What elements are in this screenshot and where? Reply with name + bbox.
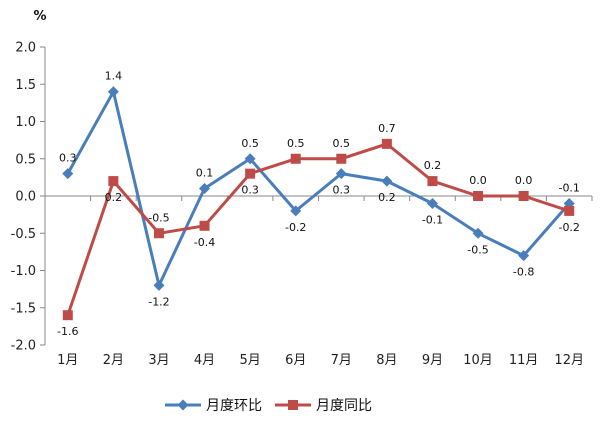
data-label: -0.2 (558, 221, 579, 234)
data-label: 0.5 (241, 137, 259, 150)
data-point (518, 250, 530, 262)
y-tick-label: -0.5 (11, 227, 36, 242)
data-point (107, 86, 119, 98)
data-point (62, 168, 74, 180)
data-point (427, 176, 438, 187)
data-label: -0.4 (194, 236, 215, 249)
data-label: 0.0 (515, 174, 533, 187)
series-line (66, 90, 571, 287)
data-point (336, 153, 347, 164)
data-label: 0.5 (333, 137, 351, 150)
data-point (290, 205, 302, 217)
data-label: -0.5 (148, 211, 169, 224)
y-axis-unit-label: % (33, 9, 46, 24)
data-point (62, 310, 73, 321)
data-point (518, 191, 529, 201)
x-axis: 1月 2月 3月 4月 5月 6月 7月 8月 9月 10月 11月 12月 (44, 195, 593, 368)
x-tick-label: 12月 (554, 353, 584, 368)
x-tick-label: 9月 (422, 353, 443, 368)
data-label: -0.1 (422, 213, 443, 226)
data-label: -1.2 (148, 295, 169, 308)
data-label: 0.2 (378, 191, 396, 204)
data-label: 0.3 (241, 184, 259, 197)
data-point (472, 227, 484, 239)
legend: 月度环比 月度同比 (165, 398, 372, 414)
data-point (473, 191, 484, 201)
data-point (199, 220, 210, 231)
x-tick-label: 3月 (148, 353, 169, 368)
legend-marker (177, 399, 189, 411)
y-tick-label: 1.0 (15, 115, 36, 130)
data-point (381, 175, 393, 187)
data-point (426, 197, 438, 209)
data-label: -0.8 (513, 266, 534, 279)
data-point (290, 153, 301, 164)
data-label: -0.2 (285, 221, 306, 234)
y-tick-label: -1.0 (11, 264, 36, 279)
data-label: 0.1 (196, 167, 214, 180)
y-tick-label: -2.0 (11, 339, 36, 354)
y-tick-label: -1.5 (11, 301, 36, 316)
data-point (245, 168, 256, 179)
data-point (335, 168, 347, 180)
data-label: -0.5 (467, 243, 488, 256)
data-label: -0.1 (558, 181, 579, 194)
x-tick-label: 2月 (103, 353, 124, 368)
y-tick-label: 0.0 (15, 190, 36, 205)
data-point (108, 176, 119, 187)
data-label: 0.2 (424, 159, 442, 172)
y-axis: 2.0 1.5 1.0 0.5 0.0 -0.5 -1.0 -1.5 -2.0 (11, 41, 46, 354)
data-label: 0.0 (469, 174, 487, 187)
x-tick-label: 1月 (57, 353, 78, 368)
x-tick-label: 4月 (194, 353, 215, 368)
x-tick-label: 6月 (285, 353, 306, 368)
x-tick-label: 10月 (463, 353, 493, 368)
data-label: 0.2 (105, 191, 123, 204)
data-point (153, 279, 165, 291)
data-label: 0.5 (287, 137, 305, 150)
data-label: 1.4 (105, 70, 123, 83)
data-label: 0.7 (378, 122, 396, 135)
x-tick-label: 5月 (239, 353, 260, 368)
legend-label: 月度同比 (316, 398, 372, 414)
data-point (381, 138, 392, 149)
x-tick-label: 8月 (376, 353, 397, 368)
series-line (66, 142, 570, 316)
data-point (153, 228, 164, 239)
data-point (199, 183, 211, 195)
y-tick-label: 1.5 (15, 78, 36, 93)
legend-marker (288, 400, 298, 410)
data-label: -1.6 (57, 325, 78, 338)
data-point (564, 205, 575, 216)
data-point (244, 153, 256, 165)
data-label: 0.3 (333, 184, 351, 197)
y-tick-label: 0.5 (15, 152, 36, 167)
x-tick-label: 7月 (331, 353, 352, 368)
plot-area: 0.3 1.4 -1.2 0.1 0.5 -0.2 0.3 0.2 -0.1 -0.5 -0.8 -0… (57, 70, 580, 339)
y-tick-label: 2.0 (15, 41, 36, 56)
legend-label: 月度环比 (206, 398, 262, 414)
data-label: 0.3 (59, 152, 77, 165)
x-tick-label: 11月 (509, 353, 539, 368)
